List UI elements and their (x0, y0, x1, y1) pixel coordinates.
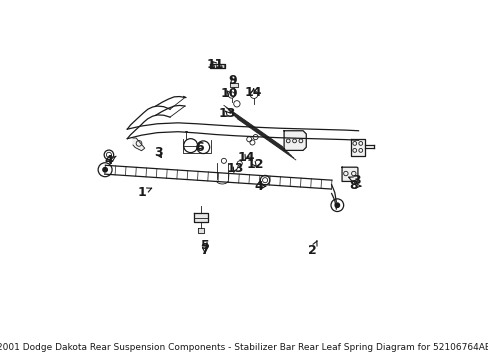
Text: 13: 13 (226, 162, 243, 175)
Text: 14: 14 (244, 86, 262, 99)
Polygon shape (342, 167, 357, 181)
Polygon shape (350, 139, 364, 156)
Text: 12: 12 (245, 158, 263, 171)
Text: 11: 11 (206, 58, 224, 71)
Text: 5: 5 (200, 239, 209, 252)
Text: 7: 7 (200, 244, 209, 257)
Polygon shape (133, 138, 144, 151)
Text: 9: 9 (228, 74, 237, 87)
Text: 4: 4 (254, 180, 265, 193)
Polygon shape (209, 64, 225, 68)
Text: 14: 14 (237, 151, 254, 164)
Text: 10: 10 (220, 87, 238, 100)
Text: 2001 Dodge Dakota Rear Suspension Components - Stabilizer Bar Rear Leaf Spring D: 2001 Dodge Dakota Rear Suspension Compon… (0, 343, 488, 352)
Text: 4: 4 (104, 154, 116, 167)
Polygon shape (230, 82, 237, 87)
Text: 1: 1 (137, 186, 151, 199)
Text: 13: 13 (219, 107, 236, 120)
Polygon shape (284, 131, 305, 150)
Text: 6: 6 (195, 141, 203, 154)
Circle shape (334, 203, 339, 207)
Text: 3: 3 (154, 147, 163, 159)
Text: 3: 3 (348, 174, 361, 187)
Circle shape (102, 167, 107, 172)
Polygon shape (193, 213, 207, 222)
Text: 2: 2 (307, 241, 316, 257)
Polygon shape (197, 228, 203, 233)
Text: 8: 8 (349, 179, 360, 192)
